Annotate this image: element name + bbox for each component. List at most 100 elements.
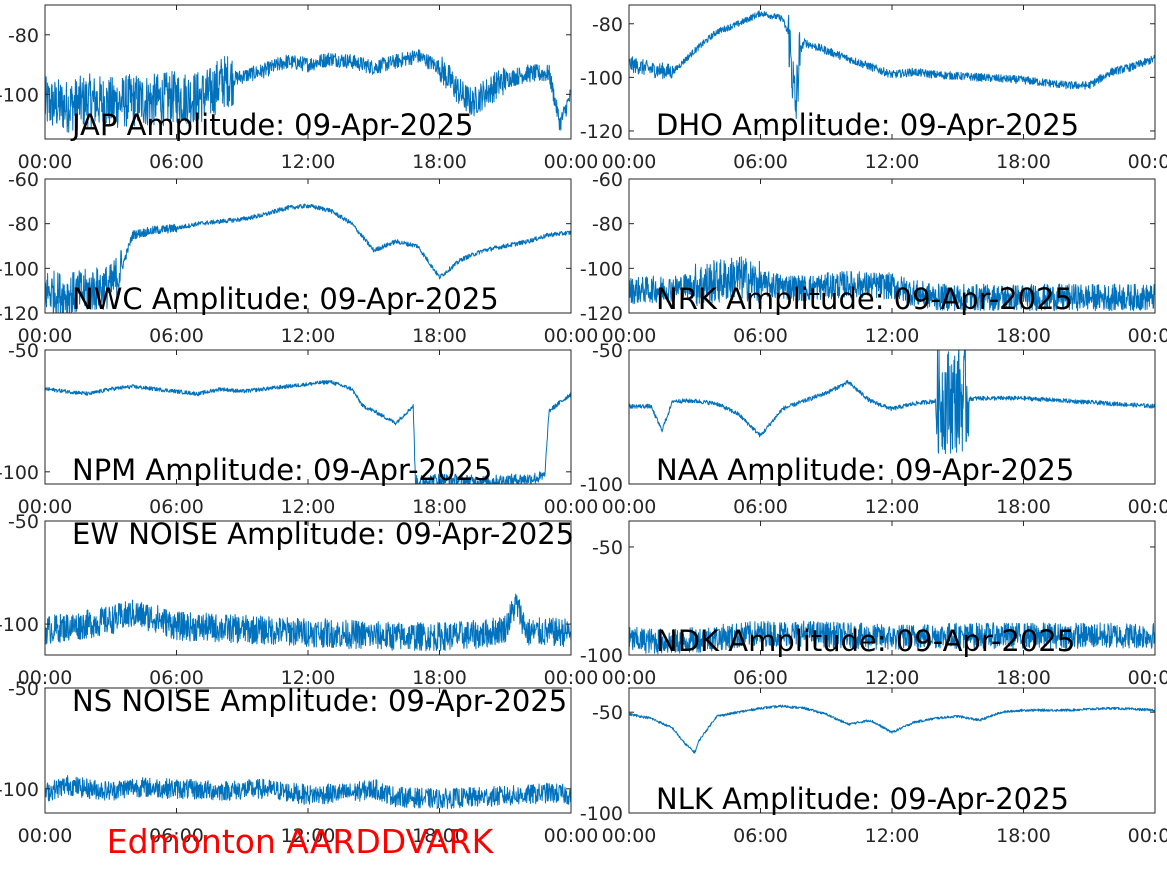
x-tick-label: 06:00 bbox=[149, 825, 204, 847]
y-tick-label: -50 bbox=[8, 678, 39, 700]
series-line bbox=[45, 380, 571, 484]
x-tick-label: 00:00 bbox=[602, 667, 657, 689]
x-tick-label: 00:00 bbox=[1128, 151, 1167, 173]
x-tick-label: 18:00 bbox=[996, 496, 1051, 518]
x-tick-label: 06:00 bbox=[149, 667, 204, 689]
x-tick-label: 18:00 bbox=[996, 325, 1051, 347]
y-tick-label: -100 bbox=[580, 67, 623, 89]
y-tick-label: -100 bbox=[0, 84, 39, 106]
x-tick-label: 12:00 bbox=[281, 667, 336, 689]
series-line bbox=[45, 203, 571, 313]
x-tick-label: 18:00 bbox=[412, 825, 467, 847]
x-tick-label: 12:00 bbox=[865, 325, 920, 347]
x-tick-label: 18:00 bbox=[996, 667, 1051, 689]
panel-1: 00:00 06:00 12:00 18:00 00:00 -80 -100 -120 DHO … bbox=[580, 4, 1167, 173]
x-tick-label: 06:00 bbox=[733, 151, 788, 173]
x-tick-label: 12:00 bbox=[865, 151, 920, 173]
x-tick-label: 18:00 bbox=[412, 496, 467, 518]
x-tick-label: 00:00 bbox=[18, 496, 73, 518]
panel-7: 00:00 06:00 12:00 18:00 00:00 -50 -100 NDK Ampl… bbox=[580, 520, 1167, 689]
y-tick-label: -120 bbox=[0, 303, 39, 325]
x-tick-label: 12:00 bbox=[281, 151, 336, 173]
x-tick-label: 00:00 bbox=[544, 496, 599, 518]
x-tick-label: 06:00 bbox=[733, 325, 788, 347]
x-tick-label: 00:00 bbox=[602, 325, 657, 347]
x-tick-label: 00:00 bbox=[602, 496, 657, 518]
panel-3: 00:00 06:00 12:00 18:00 00:00 -60 -80 -100 -120 N… bbox=[580, 169, 1167, 347]
panel-title: EW NOISE Amplitude: 09-Apr-2025 bbox=[72, 517, 574, 551]
y-tick-label: -50 bbox=[8, 511, 39, 533]
y-tick-label: -60 bbox=[8, 169, 39, 191]
y-tick-label: -100 bbox=[580, 803, 623, 825]
x-tick-label: 06:00 bbox=[149, 325, 204, 347]
x-tick-label: 18:00 bbox=[996, 151, 1051, 173]
x-tick-label: 00:00 bbox=[18, 151, 73, 173]
panel-2: 00:00 06:00 12:00 18:00 00:00 -60 -80 -100 -120 N… bbox=[0, 169, 598, 347]
panel-6: 00:00 06:00 12:00 18:00 00:00 -50 -100 EW NOISE… bbox=[0, 511, 598, 689]
x-tick-label: 06:00 bbox=[733, 825, 788, 847]
panel-8: 00:00 06:00 12:00 18:00 00:00 -50 -100 NS NOISE… bbox=[0, 678, 598, 847]
series-line bbox=[45, 593, 571, 652]
x-tick-label: 00:00 bbox=[18, 667, 73, 689]
x-tick-label: 06:00 bbox=[149, 496, 204, 518]
x-tick-label: 00:00 bbox=[1128, 496, 1167, 518]
panel-0: 00:00 06:00 12:00 18:00 00:00 -80 -100 JAP Ampl… bbox=[0, 4, 599, 173]
y-tick-label: -100 bbox=[0, 258, 39, 280]
x-tick-label: 00:00 bbox=[602, 825, 657, 847]
panel-title: NS NOISE Amplitude: 09-Apr-2025 bbox=[72, 684, 567, 718]
y-tick-label: -100 bbox=[0, 779, 39, 801]
panels: 00:00 06:00 12:00 18:00 00:00 -80 -100 JAP Ampl… bbox=[0, 4, 1167, 847]
y-tick-label: -50 bbox=[592, 702, 623, 724]
x-tick-label: 00:00 bbox=[544, 325, 599, 347]
x-tick-label: 00:00 bbox=[1128, 825, 1167, 847]
panel-4: 00:00 06:00 12:00 18:00 00:00 -50 -100 NPM Ampl… bbox=[0, 340, 598, 518]
y-tick-label: -80 bbox=[592, 214, 623, 236]
panel-title: NWC Amplitude: 09-Apr-2025 bbox=[72, 282, 499, 316]
x-tick-label: 12:00 bbox=[865, 667, 920, 689]
x-tick-label: 00:00 bbox=[544, 667, 599, 689]
panel-5: 00:00 06:00 12:00 18:00 00:00 -50 -100 NAA Ampl… bbox=[580, 340, 1167, 518]
x-tick-label: 00:00 bbox=[602, 151, 657, 173]
series-line bbox=[45, 775, 571, 810]
x-tick-label: 12:00 bbox=[281, 325, 336, 347]
panel-title: NPM Amplitude: 09-Apr-2025 bbox=[72, 453, 492, 487]
y-tick-label: -50 bbox=[592, 340, 623, 362]
series-line bbox=[629, 350, 1155, 454]
series-line bbox=[629, 704, 1155, 754]
y-tick-label: -80 bbox=[8, 25, 39, 47]
x-tick-label: 00:00 bbox=[1128, 325, 1167, 347]
x-tick-label: 12:00 bbox=[281, 825, 336, 847]
series-line bbox=[629, 10, 1155, 119]
x-tick-label: 18:00 bbox=[412, 667, 467, 689]
y-tick-label: -80 bbox=[592, 14, 623, 36]
x-tick-label: 18:00 bbox=[996, 825, 1051, 847]
panel-title: NLK Amplitude: 09-Apr-2025 bbox=[656, 782, 1069, 816]
y-tick-label: -80 bbox=[8, 214, 39, 236]
panel-title: NDK Amplitude: 09-Apr-2025 bbox=[656, 624, 1075, 658]
x-tick-label: 12:00 bbox=[865, 496, 920, 518]
panel-title: NRK Amplitude: 09-Apr-2025 bbox=[656, 282, 1073, 316]
y-tick-label: -60 bbox=[592, 169, 623, 191]
station-label: Edmonton AARDDVARK bbox=[107, 822, 495, 861]
y-tick-label: -100 bbox=[0, 462, 39, 484]
series-line bbox=[45, 49, 571, 133]
y-tick-label: -100 bbox=[580, 474, 623, 496]
x-tick-label: 00:00 bbox=[544, 825, 599, 847]
x-tick-label: 12:00 bbox=[281, 496, 336, 518]
x-tick-label: 12:00 bbox=[865, 825, 920, 847]
y-tick-label: -50 bbox=[8, 340, 39, 362]
x-tick-label: 00:00 bbox=[18, 825, 73, 847]
x-tick-label: 00:00 bbox=[544, 151, 599, 173]
y-tick-label: -120 bbox=[580, 303, 623, 325]
y-tick-label: -50 bbox=[592, 537, 623, 559]
x-tick-label: 06:00 bbox=[733, 667, 788, 689]
x-tick-label: 18:00 bbox=[412, 325, 467, 347]
series-line bbox=[629, 620, 1155, 655]
panel-title: JAP Amplitude: 09-Apr-2025 bbox=[70, 108, 474, 142]
panel-9: 00:00 06:00 12:00 18:00 00:00 -50 -100 NLK Ampl… bbox=[580, 687, 1167, 847]
y-tick-label: -100 bbox=[580, 258, 623, 280]
y-tick-label: -120 bbox=[580, 121, 623, 143]
y-tick-label: -100 bbox=[0, 614, 39, 636]
x-tick-label: 00:00 bbox=[1128, 667, 1167, 689]
